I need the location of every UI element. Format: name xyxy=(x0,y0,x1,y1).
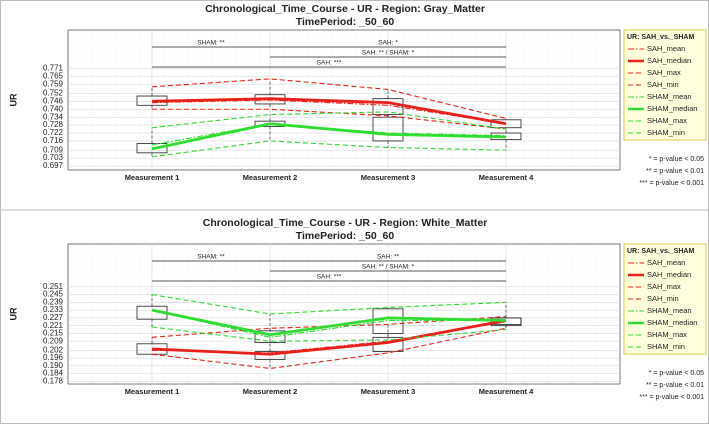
y-tick-label: 0.215 xyxy=(43,329,64,338)
significance-label: SHAM: ** xyxy=(197,40,225,47)
legend-label: SAH_mean xyxy=(647,44,685,53)
y-tick-label: 0.697 xyxy=(43,161,64,170)
y-tick-label: 0.239 xyxy=(43,297,64,306)
series-line xyxy=(151,308,507,337)
legend-title: UR: SAH_vs._SHAM xyxy=(627,34,694,41)
y-tick-label: 0.765 xyxy=(43,71,64,80)
box xyxy=(254,351,286,360)
y-tick-label: 0.178 xyxy=(43,377,64,386)
legend-label: SHAM_mean xyxy=(647,306,692,315)
significance-label: SAH: ** / SHAM: * xyxy=(362,264,415,271)
legend-title: UR: SAH_vs._SHAM xyxy=(627,248,694,255)
series-line xyxy=(151,140,507,158)
y-tick-label: 0.722 xyxy=(43,128,64,137)
series-line xyxy=(152,108,507,130)
box xyxy=(490,119,522,129)
legend-label: SAH_min xyxy=(647,80,679,89)
y-axis-label: UR xyxy=(8,307,18,320)
series-line xyxy=(151,327,507,369)
y-tick-label: 0.202 xyxy=(43,345,64,354)
legend-label: SHAM_median xyxy=(647,318,697,327)
box xyxy=(372,116,404,142)
y-tick-label: 0.703 xyxy=(43,153,64,162)
y-tick-label: 0.709 xyxy=(43,145,64,154)
chart-subtitle: TimePeriod: _50_60 xyxy=(296,230,395,242)
y-tick-label: 0.196 xyxy=(43,353,64,362)
y-tick-label: 0.771 xyxy=(43,63,64,72)
significance-note: ** = p-value < 0.01 xyxy=(646,168,704,175)
legend-label: SHAM_min xyxy=(647,342,685,351)
x-tick-label: Measurement 1 xyxy=(125,387,180,396)
y-tick-label: 0.759 xyxy=(43,79,64,88)
series-line xyxy=(151,326,507,342)
x-tick-label: Measurement 3 xyxy=(361,173,416,182)
series-line xyxy=(151,122,507,151)
y-tick-label: 0.752 xyxy=(43,89,64,98)
legend-label: SHAM_median xyxy=(647,104,697,113)
y-tick-label: 0.227 xyxy=(43,313,64,322)
box xyxy=(136,143,168,154)
y-tick-label: 0.190 xyxy=(43,361,64,370)
x-tick-label: Measurement 2 xyxy=(243,387,298,396)
legend-label: SHAM_mean xyxy=(647,92,692,101)
chart-title: Chronological_Time_Course - UR - Region:… xyxy=(203,217,488,229)
legend-label: SAH_min xyxy=(647,294,679,303)
significance-label: SAH: *** xyxy=(317,60,342,67)
legend-box xyxy=(623,243,707,355)
x-tick-label: Measurement 3 xyxy=(361,387,416,396)
series-line xyxy=(151,78,507,120)
significance-note: *** = p-value < 0.001 xyxy=(639,180,704,187)
y-tick-label: 0.184 xyxy=(43,369,64,378)
y-tick-label: 0.251 xyxy=(43,282,64,291)
chart-subtitle: TimePeriod: _50_60 xyxy=(296,16,395,28)
series-line xyxy=(151,111,507,130)
legend-label: SHAM_min xyxy=(647,128,685,137)
y-tick-label: 0.209 xyxy=(43,336,64,345)
x-tick-label: Measurement 1 xyxy=(125,173,180,182)
y-tick-label: 0.746 xyxy=(43,96,64,105)
y-tick-label: 0.728 xyxy=(43,120,64,129)
significance-note: ** = p-value < 0.01 xyxy=(646,382,704,389)
x-tick-label: Measurement 4 xyxy=(479,387,534,396)
significance-label: SAH: *** xyxy=(317,274,342,281)
y-tick-label: 0.221 xyxy=(43,321,64,330)
significance-note: * = p-value < 0.05 xyxy=(649,156,704,163)
legend-label: SAH_median xyxy=(647,270,691,279)
legend-label: SAH_max xyxy=(647,282,681,291)
legend-label: SAH_max xyxy=(647,68,681,77)
legend-label: SAH_median xyxy=(647,56,691,65)
y-tick-label: 0.233 xyxy=(43,305,64,314)
legend-label: SHAM_max xyxy=(647,116,687,125)
x-tick-label: Measurement 4 xyxy=(479,173,534,182)
y-tick-label: 0.740 xyxy=(43,104,64,113)
x-tick-label: Measurement 2 xyxy=(243,173,298,182)
y-tick-label: 0.245 xyxy=(43,290,64,299)
legend-label: SAH_mean xyxy=(647,258,685,267)
chart-title: Chronological_Time_Course - UR - Region:… xyxy=(205,3,485,15)
series-line xyxy=(151,319,507,356)
series-line xyxy=(151,294,507,315)
y-tick-label: 0.716 xyxy=(43,136,64,145)
series-line xyxy=(151,97,507,126)
legend-label: SHAM_max xyxy=(647,330,687,339)
significance-label: SHAM: ** xyxy=(197,254,225,261)
significance-note: *** = p-value < 0.001 xyxy=(639,394,704,401)
significance-note: * = p-value < 0.05 xyxy=(649,370,704,377)
box xyxy=(254,330,286,343)
significance-label: SAH: * xyxy=(378,40,398,47)
y-tick-label: 0.734 xyxy=(43,112,64,121)
series-line xyxy=(151,123,507,146)
significance-label: SAH: ** xyxy=(377,254,400,261)
significance-label: SAH: ** / SHAM: * xyxy=(362,50,415,57)
y-axis-label: UR xyxy=(8,93,18,106)
